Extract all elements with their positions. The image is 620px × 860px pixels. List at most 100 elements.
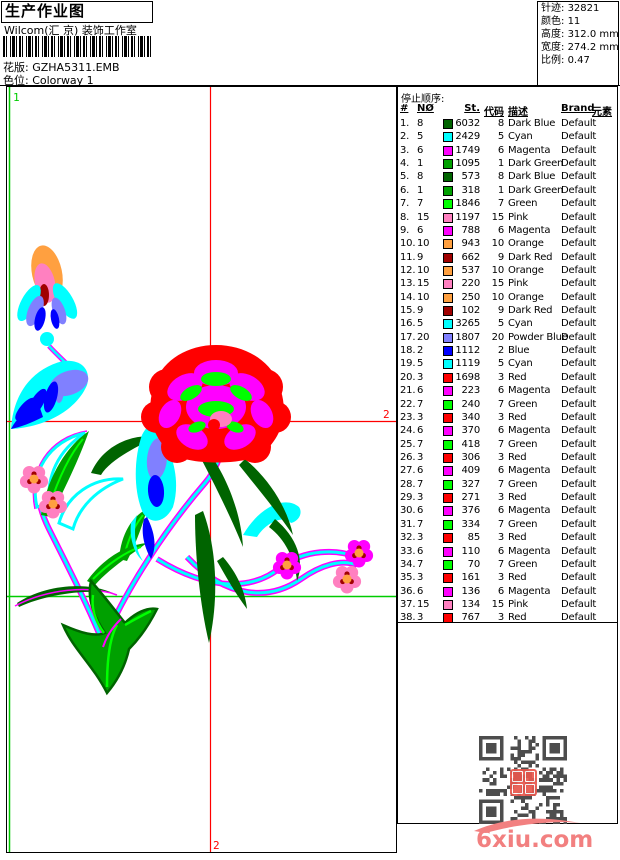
- row-color-name: Red: [508, 612, 527, 624]
- row-stitches: 6032: [455, 118, 480, 129]
- row-needle: 6: [417, 144, 424, 156]
- row-code: 9: [497, 251, 504, 263]
- row-needle: 20: [417, 331, 430, 343]
- row-code: 3: [497, 532, 504, 544]
- row-color-name: Magenta: [508, 224, 551, 236]
- table-row: 19. 5 1119 5 Cyan Default: [398, 357, 617, 370]
- color-swatch: [443, 119, 453, 129]
- row-color-name: Green: [508, 478, 538, 490]
- row-brand: Default: [561, 425, 597, 437]
- row-needle: 7: [417, 558, 424, 570]
- color-swatch: [443, 159, 453, 170]
- table-row: 37. 15 134 15 Pink Default: [398, 598, 617, 611]
- row-stitches: 271: [461, 492, 481, 504]
- row-code: 7: [497, 478, 504, 490]
- row-code: 9: [497, 305, 504, 317]
- table-row: 28. 7 327 7 Green Default: [398, 478, 617, 491]
- row-index: 11.: [400, 251, 416, 263]
- color-swatch: [443, 265, 453, 276]
- row-stitches: 1807: [455, 331, 480, 343]
- company-name: Wilcom(汇 京) 装饰工作室: [4, 24, 137, 37]
- pattern-value: GZHA5311.EMB: [32, 61, 120, 74]
- stat-height: 高度: 312.0 mm: [541, 29, 619, 40]
- color-swatch: [443, 306, 453, 317]
- table-row: 24. 6 370 6 Magenta Default: [398, 424, 617, 437]
- row-code: 2: [497, 345, 504, 357]
- row-stitches: 788: [461, 224, 481, 236]
- color-swatch: [443, 239, 453, 250]
- row-needle: 6: [417, 224, 424, 236]
- row-code: 1: [497, 184, 504, 196]
- row-code: 3: [497, 492, 504, 504]
- row-brand: Default: [561, 291, 597, 303]
- row-needle: 7: [417, 438, 424, 450]
- row-brand: Default: [561, 184, 597, 196]
- barcode: [3, 36, 153, 57]
- color-swatch: [443, 212, 453, 223]
- color-swatch: [443, 546, 453, 557]
- row-color-name: Orange: [508, 238, 544, 250]
- table-row: 1. 8 6032 8 Dark Blue Default: [398, 117, 617, 130]
- row-needle: 10: [417, 291, 430, 303]
- color-swatch: [443, 386, 453, 397]
- row-needle: 9: [417, 305, 424, 317]
- row-color-name: Magenta: [508, 144, 551, 156]
- row-brand: Default: [561, 612, 597, 624]
- color-swatch: [443, 439, 453, 450]
- stat-colors: 颜色: 11: [541, 16, 581, 27]
- row-color-name: Red: [508, 532, 527, 544]
- row-index: 3.: [400, 144, 410, 156]
- color-swatch: [443, 586, 453, 597]
- color-swatch: [443, 372, 453, 383]
- table-row: 13. 15 220 15 Pink Default: [398, 277, 617, 290]
- row-brand: Default: [561, 492, 597, 504]
- row-code: 6: [497, 545, 504, 557]
- row-needle: 8: [417, 118, 424, 129]
- row-brand: Default: [561, 518, 597, 530]
- row-index: 29.: [400, 492, 416, 504]
- row-index: 26.: [400, 451, 416, 463]
- row-brand: Default: [561, 331, 597, 343]
- row-index: 17.: [400, 331, 416, 343]
- colorway-line: 色位: Colorway 1: [3, 72, 94, 88]
- row-index: 7.: [400, 198, 410, 210]
- row-brand: Default: [561, 264, 597, 276]
- row-stitches: 418: [461, 438, 481, 450]
- pattern-line: 花版: GZHA5311.EMB: [3, 59, 120, 75]
- table-row: 31. 7 334 7 Green Default: [398, 518, 617, 531]
- design-preview: 1 2 2: [6, 86, 397, 853]
- row-stitches: 1846: [455, 198, 480, 210]
- col-needle: NØ: [417, 103, 434, 114]
- row-index: 6.: [400, 184, 410, 196]
- row-color-name: Magenta: [508, 385, 551, 397]
- row-color-name: Blue: [508, 345, 530, 357]
- row-needle: 5: [417, 358, 424, 370]
- row-index: 30.: [400, 505, 416, 517]
- row-stitches: 340: [461, 411, 481, 423]
- row-brand: Default: [561, 158, 597, 170]
- table-row: 18. 2 1112 2 Blue Default: [398, 344, 617, 357]
- small-blossoms: [19, 466, 374, 594]
- row-color-name: Green: [508, 518, 538, 530]
- table-row: 30. 6 376 6 Magenta Default: [398, 504, 617, 517]
- row-brand: Default: [561, 305, 597, 317]
- row-code: 3: [497, 411, 504, 423]
- row-index: 2.: [400, 131, 410, 143]
- row-stitches: 1119: [455, 358, 480, 370]
- stat-scale: 比例: 0.47: [541, 55, 590, 66]
- color-swatch: [443, 332, 453, 343]
- row-stitches: 223: [461, 385, 481, 397]
- row-code: 3: [497, 371, 504, 383]
- color-swatch: [443, 225, 453, 236]
- row-brand: Default: [561, 385, 597, 397]
- color-swatch: [443, 533, 453, 544]
- row-color-name: Magenta: [508, 585, 551, 597]
- col-description: 描述: [508, 107, 528, 118]
- row-brand: Default: [561, 358, 597, 370]
- row-color-name: Dark Red: [508, 305, 553, 317]
- row-brand: Default: [561, 545, 597, 557]
- row-needle: 10: [417, 264, 430, 276]
- row-brand: Default: [561, 118, 597, 129]
- color-swatch: [443, 452, 453, 463]
- title-box: 生产作业图: [1, 1, 153, 23]
